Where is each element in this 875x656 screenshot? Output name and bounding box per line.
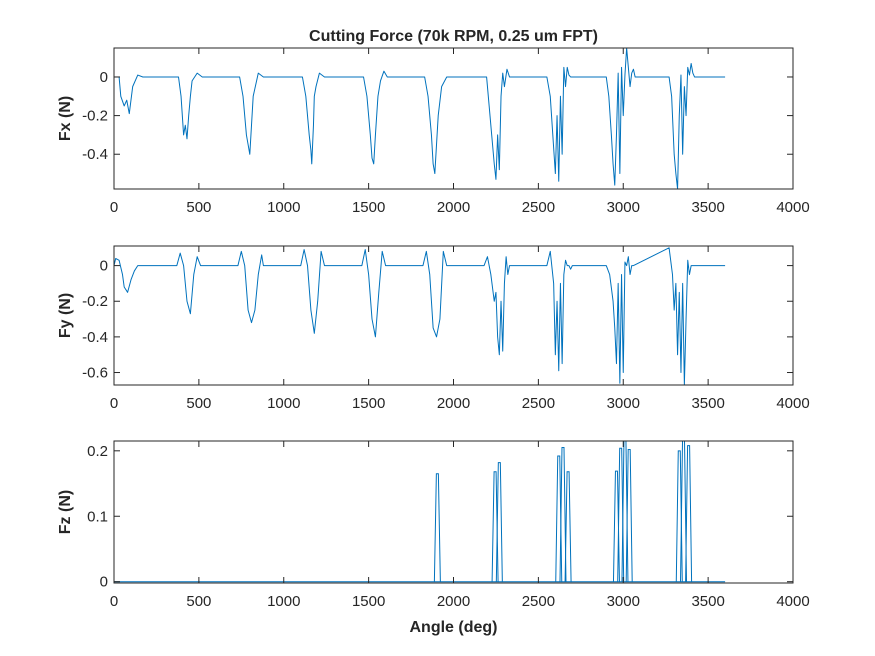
y-tick-label: 0	[100, 258, 108, 275]
x-tick-label: 2500	[522, 593, 555, 610]
x-tick-label: 1500	[352, 199, 385, 216]
y-tick-label: 0	[100, 574, 108, 591]
y-tick-label: -0.4	[82, 146, 108, 163]
spike-mark-9	[625, 449, 633, 582]
x-tick-label: 2500	[522, 199, 555, 216]
x-tick-label: 500	[186, 593, 211, 610]
y-tick-label: -0.6	[82, 365, 108, 382]
x-tick-label: 0	[110, 593, 118, 610]
series-line-0	[114, 247, 726, 385]
x-tick-label: 1000	[267, 395, 300, 412]
x-tick-label: 500	[186, 199, 211, 216]
y-tick-label: 0.1	[87, 508, 108, 525]
x-tick-label: 0	[110, 199, 118, 216]
x-tick-label: 500	[186, 395, 211, 412]
spike-mark-4	[559, 447, 567, 582]
x-tick-label: 3500	[691, 395, 724, 412]
plot-area	[114, 48, 793, 189]
x-tick-label: 2000	[437, 593, 470, 610]
series-group	[114, 48, 726, 189]
y-tick-label: -0.2	[82, 293, 108, 310]
x-tick-label: 2500	[522, 395, 555, 412]
axes-fz: 0 500 1000 1500 2000 2500 3000 3500 4000 0 0.1 0.2 F…	[57, 440, 810, 636]
plot-area	[114, 441, 793, 583]
spike-mark-5	[564, 471, 572, 582]
x-tick-label: 1500	[352, 395, 385, 412]
x-tick-label: 4000	[776, 395, 809, 412]
x-tick-label: 2000	[437, 199, 470, 216]
x-tick-label: 0	[110, 395, 118, 412]
y-axis-label: Fy (N)	[57, 293, 74, 338]
series-line-0	[114, 48, 726, 189]
spike-mark-0	[433, 473, 441, 582]
x-tick-label: 1500	[352, 593, 385, 610]
axes-fy: 0 500 1000 1500 2000 2500 3000 3500 4000 0 -0.2 -0.…	[57, 245, 810, 412]
x-tick-label: 3000	[607, 395, 640, 412]
y-tick-label: 0.2	[87, 443, 108, 460]
y-tick-label: -0.2	[82, 108, 108, 125]
x-axis-label: Angle (deg)	[410, 619, 498, 636]
x-tick-label: 1000	[267, 199, 300, 216]
spike-mark-11	[680, 441, 688, 582]
series-group	[114, 247, 726, 385]
x-tick-label: 3000	[607, 593, 640, 610]
x-tick-label: 1000	[267, 593, 300, 610]
x-tick-label: 4000	[776, 199, 809, 216]
x-tick-label: 4000	[776, 593, 809, 610]
series-group	[114, 441, 726, 583]
axes-fx: 0 500 1000 1500 2000 2500 3000 3500 4000 0 -0.2 -0.…	[57, 28, 810, 216]
spike-mark-2	[495, 462, 503, 582]
x-tick-label: 2000	[437, 395, 470, 412]
x-tick-label: 3000	[607, 199, 640, 216]
spike-mark-12	[685, 445, 693, 582]
y-tick-label: 0	[100, 69, 108, 86]
x-tick-label: 3500	[691, 199, 724, 216]
y-axis-label: Fz (N)	[57, 490, 74, 534]
x-tick-label: 3500	[691, 593, 724, 610]
y-tick-label: -0.4	[82, 329, 108, 346]
y-axis-label: Fx (N)	[57, 96, 74, 141]
chart-title: Cutting Force (70k RPM, 0.25 um FPT)	[309, 28, 598, 45]
